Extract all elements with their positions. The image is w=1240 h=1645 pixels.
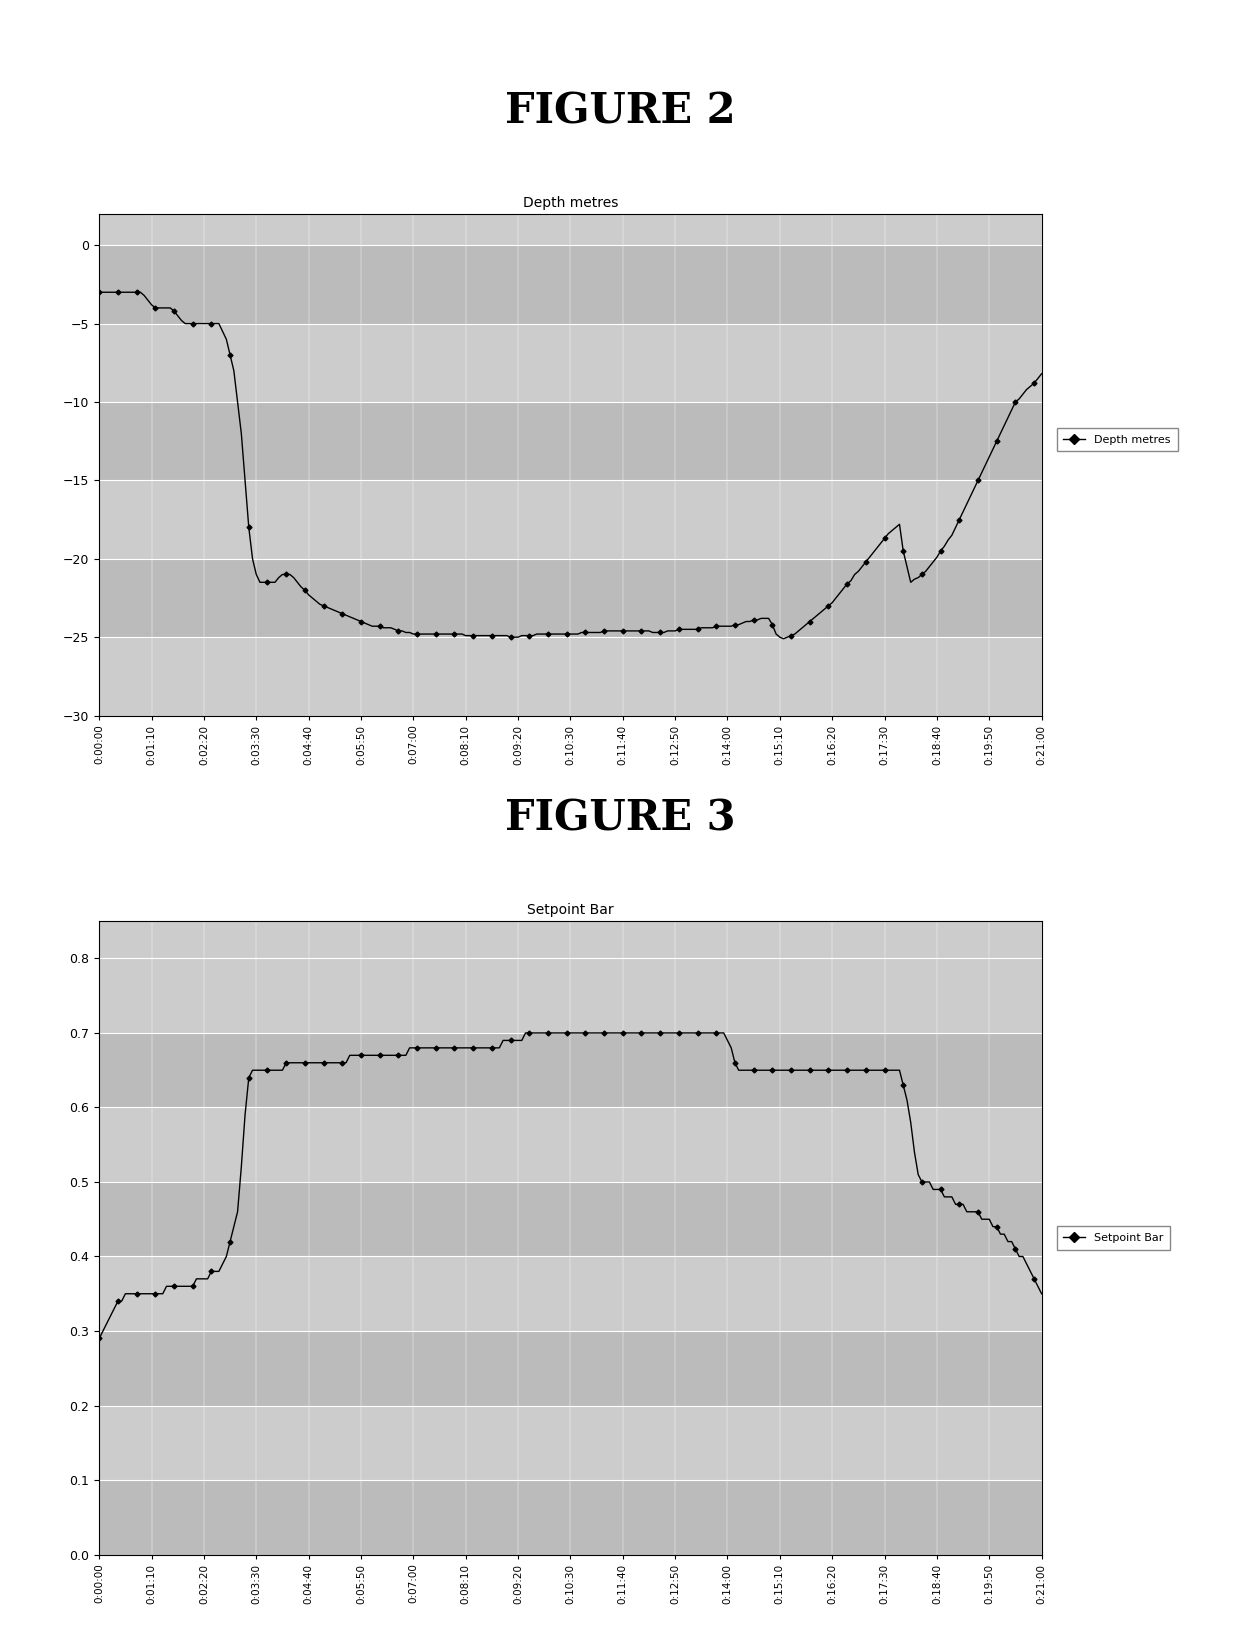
- Bar: [99, 559, 1042, 637]
- Bar: [99, 245, 1042, 324]
- Title: Depth metres: Depth metres: [523, 196, 618, 211]
- Bar: [99, 1405, 1042, 1480]
- Bar: [99, 1331, 1042, 1405]
- Text: FIGURE 2: FIGURE 2: [505, 90, 735, 132]
- Bar: [99, 1257, 1042, 1331]
- Bar: [99, 1183, 1042, 1257]
- Bar: [99, 1480, 1042, 1555]
- Legend: Depth metres: Depth metres: [1056, 428, 1178, 451]
- Text: FIGURE 3: FIGURE 3: [505, 798, 735, 839]
- Bar: [99, 637, 1042, 716]
- Bar: [99, 1107, 1042, 1183]
- Bar: [99, 324, 1042, 401]
- Bar: [99, 480, 1042, 559]
- Legend: Setpoint Bar: Setpoint Bar: [1056, 1226, 1171, 1250]
- Bar: [99, 401, 1042, 480]
- Bar: [99, 959, 1042, 1033]
- Title: Setpoint Bar: Setpoint Bar: [527, 903, 614, 918]
- Bar: [99, 1033, 1042, 1107]
